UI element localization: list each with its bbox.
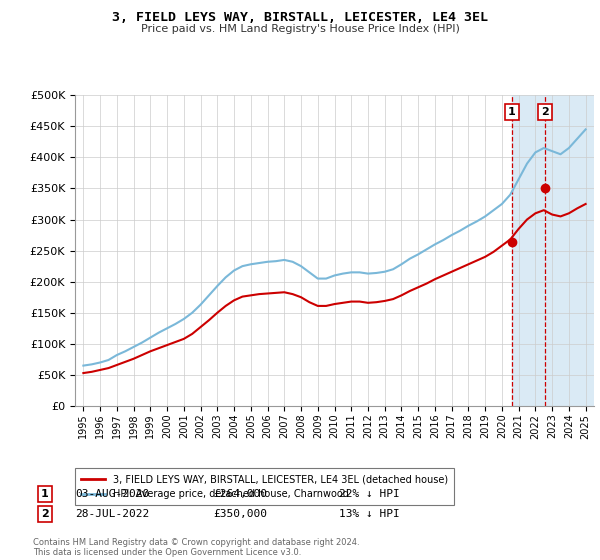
Text: £264,000: £264,000 <box>213 489 267 499</box>
Text: 22% ↓ HPI: 22% ↓ HPI <box>339 489 400 499</box>
Text: 2: 2 <box>541 108 549 117</box>
Text: 3, FIELD LEYS WAY, BIRSTALL, LEICESTER, LE4 3EL: 3, FIELD LEYS WAY, BIRSTALL, LEICESTER, … <box>112 11 488 24</box>
Text: £350,000: £350,000 <box>213 509 267 519</box>
Text: 03-AUG-2020: 03-AUG-2020 <box>75 489 149 499</box>
Legend: 3, FIELD LEYS WAY, BIRSTALL, LEICESTER, LE4 3EL (detached house), HPI: Average p: 3, FIELD LEYS WAY, BIRSTALL, LEICESTER, … <box>74 468 454 505</box>
Text: 13% ↓ HPI: 13% ↓ HPI <box>339 509 400 519</box>
Text: Price paid vs. HM Land Registry's House Price Index (HPI): Price paid vs. HM Land Registry's House … <box>140 24 460 34</box>
Text: 2: 2 <box>41 509 49 519</box>
Text: 1: 1 <box>41 489 49 499</box>
Bar <box>512 95 594 406</box>
Text: Contains HM Land Registry data © Crown copyright and database right 2024.
This d: Contains HM Land Registry data © Crown c… <box>33 538 359 557</box>
Text: 28-JUL-2022: 28-JUL-2022 <box>75 509 149 519</box>
Text: 1: 1 <box>508 108 515 117</box>
